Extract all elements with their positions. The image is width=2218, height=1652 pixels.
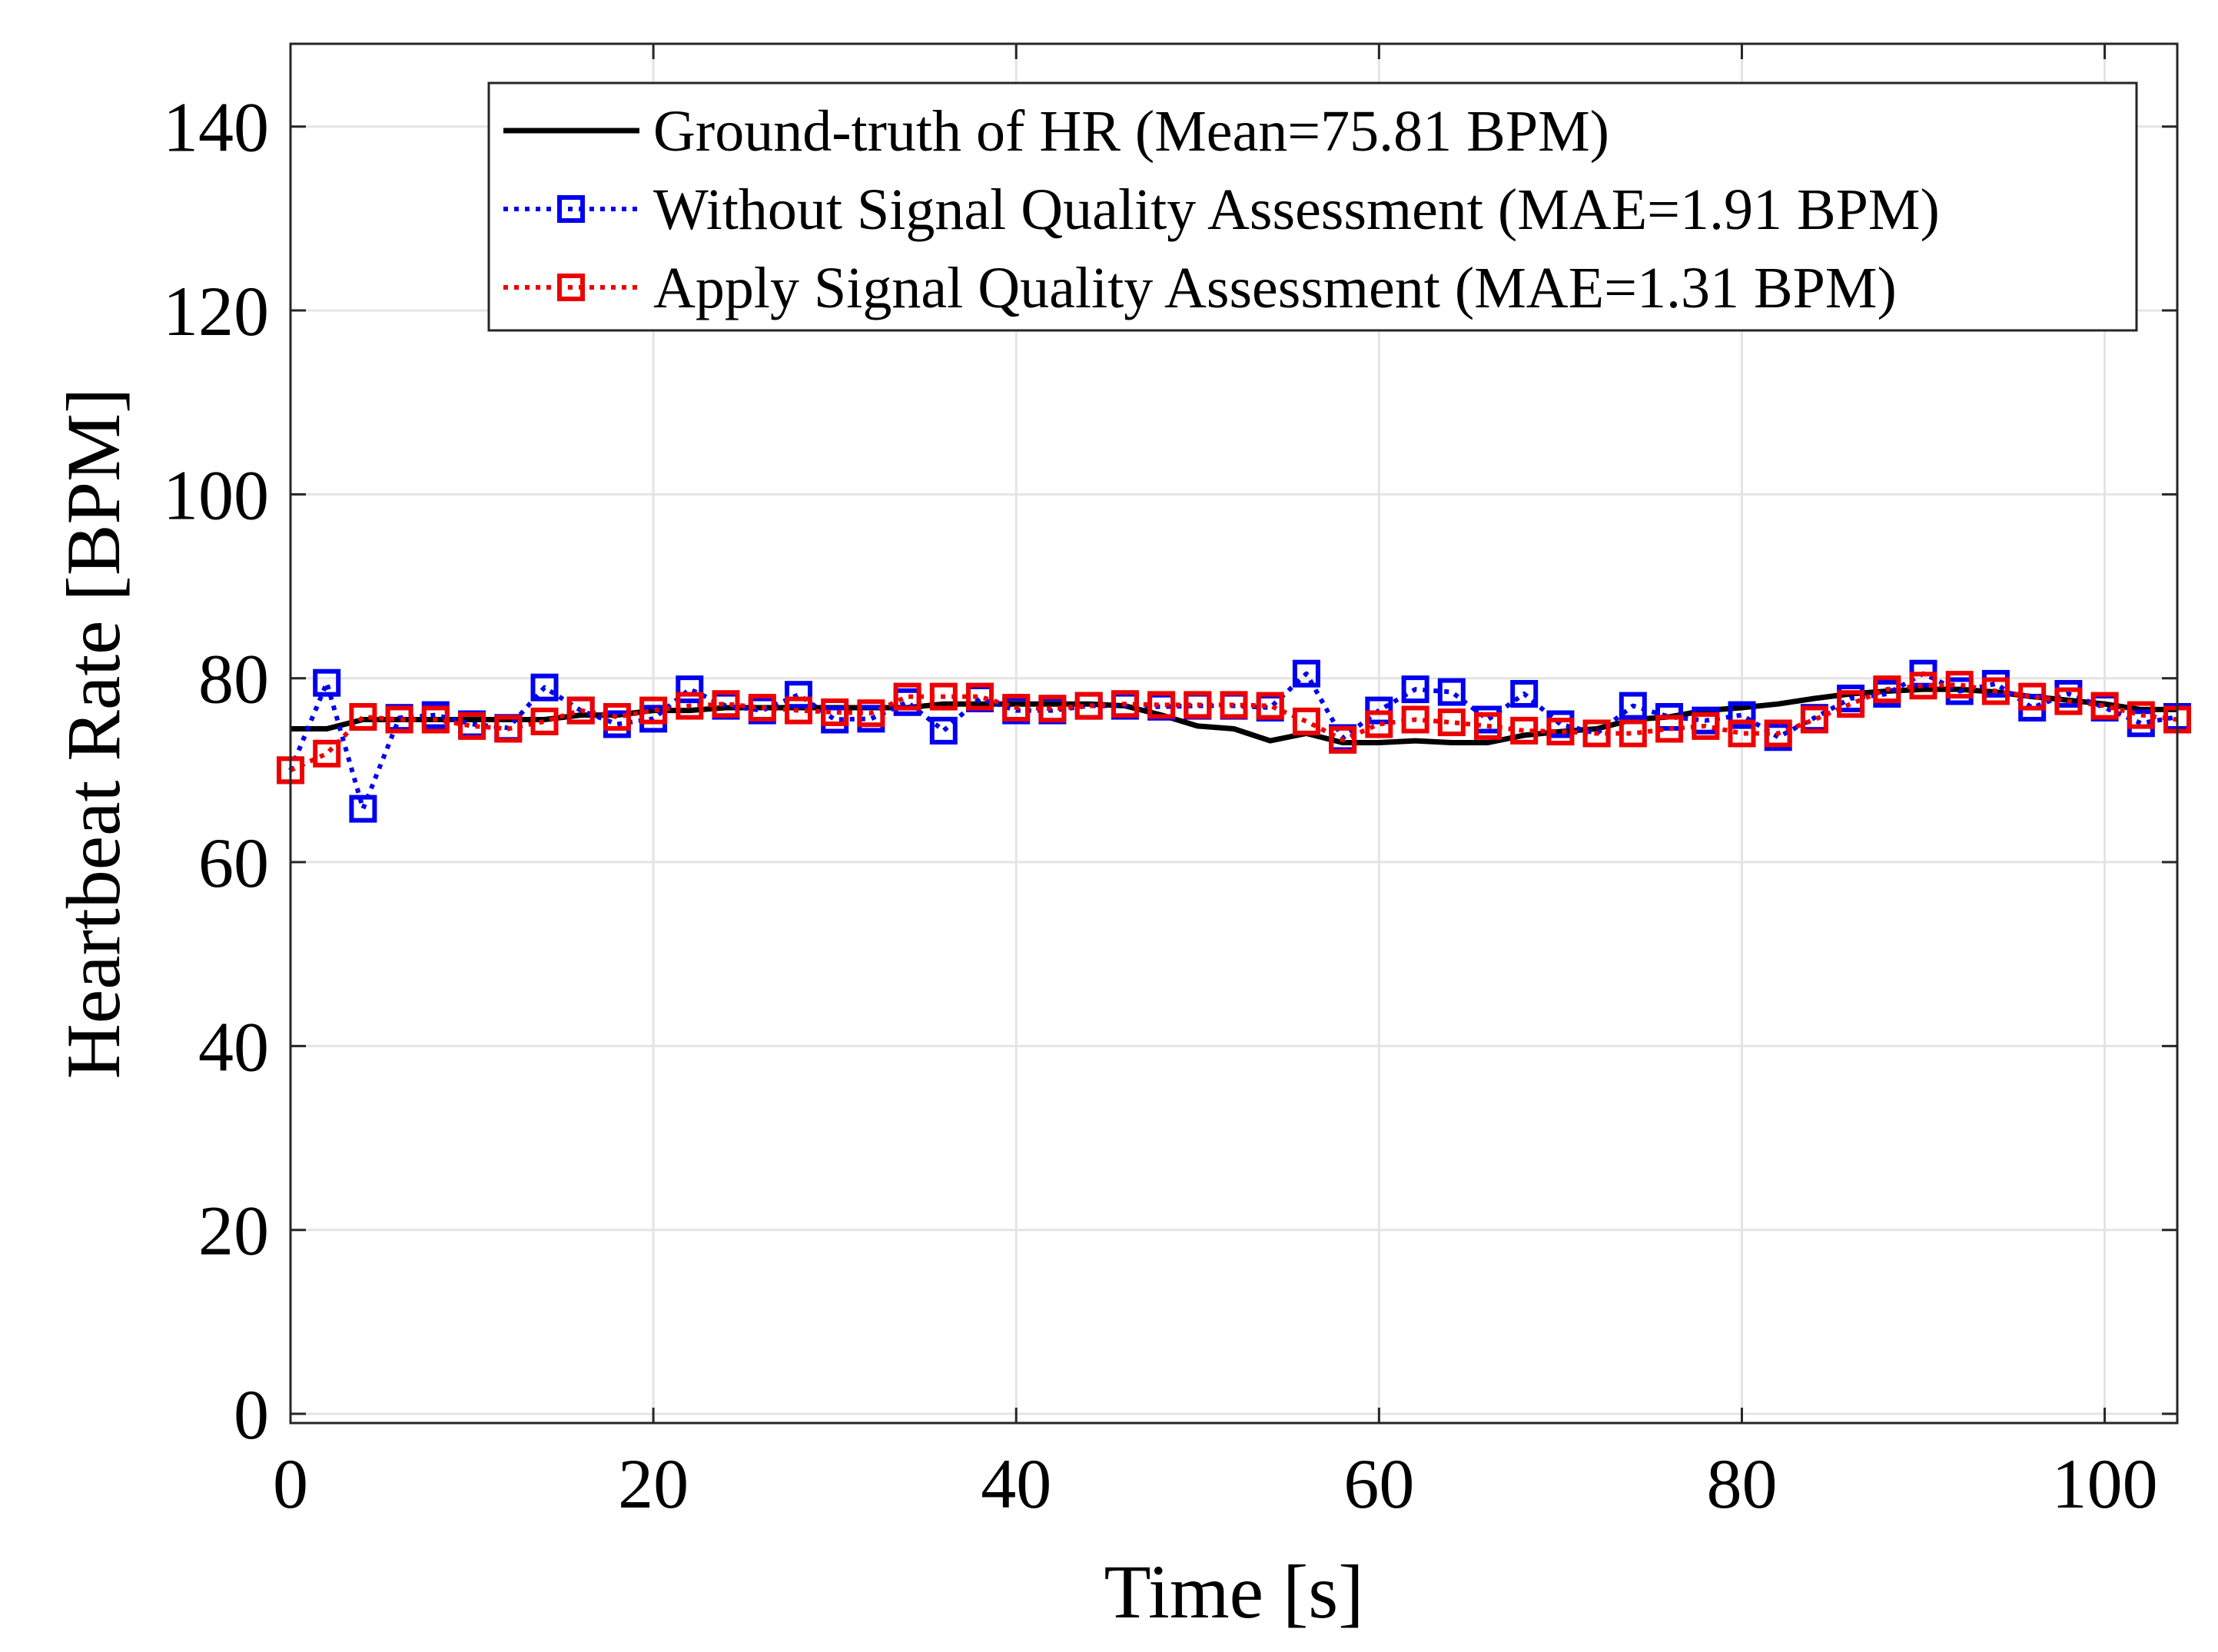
data-point	[421, 705, 450, 734]
y-tick-label: 40	[198, 1007, 269, 1086]
data-point	[748, 694, 776, 722]
data-point	[1220, 691, 1248, 719]
data-point	[530, 707, 559, 735]
data-point	[1728, 719, 1756, 748]
series-3	[277, 671, 2191, 785]
data-point	[385, 705, 413, 734]
y-tick-label: 100	[163, 456, 269, 534]
data-point	[1111, 690, 1139, 718]
data-point	[313, 668, 341, 697]
data-point	[458, 712, 486, 740]
data-point	[1655, 715, 1683, 743]
data-point	[1510, 716, 1539, 745]
data-point	[349, 794, 377, 823]
data-point	[349, 703, 377, 731]
data-point	[566, 696, 595, 725]
data-point	[1981, 677, 2010, 705]
legend-entry-2: Without Signal Quality Assessment (MAE=1…	[503, 177, 1940, 242]
data-point	[1510, 680, 1539, 708]
data-point	[676, 675, 704, 704]
data-point	[1038, 695, 1067, 723]
y-tick-label: 140	[163, 88, 269, 167]
data-point	[1184, 691, 1212, 719]
series-layer	[277, 659, 2191, 823]
x-tick-label: 40	[981, 1445, 1051, 1523]
x-axis-label: Time [s]	[1104, 1549, 1363, 1634]
data-point	[2054, 687, 2083, 715]
data-point	[1002, 694, 1031, 722]
data-point	[494, 715, 523, 743]
data-point	[1909, 672, 1937, 700]
data-point	[1401, 675, 1429, 704]
x-tick-label: 0	[273, 1445, 308, 1523]
y-axis-label: Heartbeat Rate [BPM]	[51, 388, 136, 1080]
data-point	[966, 682, 994, 711]
data-point	[857, 699, 885, 728]
data-point	[1800, 705, 1828, 734]
data-point	[676, 692, 704, 720]
legend-box	[487, 81, 2138, 332]
data-point	[1546, 718, 1575, 746]
y-tick-label: 120	[163, 272, 269, 350]
data-point	[1692, 712, 1720, 740]
y-tick-label: 0	[234, 1375, 269, 1454]
data-point	[785, 696, 812, 725]
data-point	[530, 673, 559, 702]
data-point	[2090, 692, 2119, 720]
data-point	[1437, 678, 1466, 706]
legend-label: Without Signal Quality Assessment (MAE=1…	[653, 177, 1940, 242]
data-point	[1401, 705, 1429, 734]
data-point	[1256, 692, 1284, 720]
x-tick-label: 80	[1706, 1445, 1777, 1523]
x-tick-label: 60	[1343, 1445, 1414, 1523]
data-point	[639, 696, 668, 725]
data-point	[821, 698, 849, 726]
x-tick-label: 100	[2052, 1445, 2158, 1523]
data-point	[785, 681, 812, 709]
axis-ticks	[289, 44, 2177, 1423]
data-point	[1619, 692, 1647, 720]
data-point	[1474, 712, 1502, 740]
data-point	[1764, 719, 1792, 748]
legend-entry-1: Ground-truth of HR (Mean=75.81 BPM)	[503, 99, 1609, 164]
data-point	[1292, 707, 1320, 735]
legend-label: Apply Signal Quality Assessment (MAE=1.3…	[653, 256, 1897, 320]
data-point	[1728, 701, 1756, 729]
data-point	[929, 716, 958, 745]
legend: Ground-truth of HR (Mean=75.81 BPM) Witho…	[487, 81, 2138, 332]
data-point	[1837, 690, 1865, 718]
data-point	[1365, 710, 1393, 738]
legend-label: Ground-truth of HR (Mean=75.81 BPM)	[653, 99, 1609, 164]
data-point	[1074, 692, 1103, 720]
y-tick-label: 80	[198, 640, 269, 718]
data-point	[1619, 719, 1647, 748]
data-point	[1147, 691, 1176, 719]
data-point	[1582, 719, 1611, 748]
data-point	[2018, 682, 2047, 711]
plot-frame	[289, 42, 2179, 1425]
data-point	[603, 703, 631, 731]
legend-marker	[557, 195, 585, 223]
data-point	[2127, 701, 2155, 729]
data-point	[1437, 708, 1466, 737]
data-point	[712, 690, 740, 718]
data-point	[1292, 659, 1320, 688]
data-point	[893, 682, 921, 711]
data-point	[1329, 725, 1357, 754]
data-point	[929, 682, 958, 711]
legend-entries: Ground-truth of HR (Mean=75.81 BPM) Witho…	[503, 99, 1940, 320]
data-point	[1873, 675, 1901, 704]
tick-labels: 0 20 40 60 80 100 0 20 40 60 80 100 120 140	[163, 88, 2158, 1523]
data-point	[313, 739, 341, 768]
y-tick-label: 60	[198, 824, 269, 902]
legend-entry-3: Apply Signal Quality Assessment (MAE=1.3…	[503, 256, 1897, 320]
x-tick-label: 20	[618, 1445, 689, 1523]
y-tick-label: 20	[198, 1192, 269, 1270]
data-point	[1945, 671, 1974, 699]
legend-marker	[557, 274, 585, 301]
